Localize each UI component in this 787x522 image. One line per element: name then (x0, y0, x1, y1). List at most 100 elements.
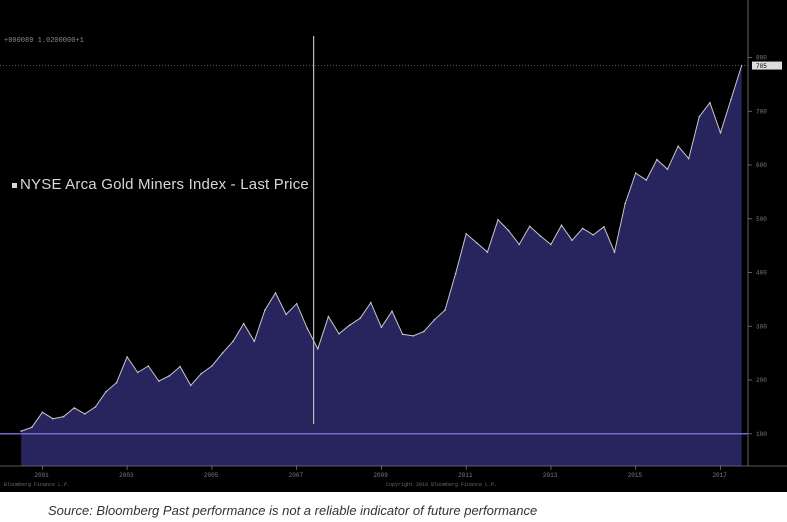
data-point (115, 381, 118, 384)
y-tick-label: 700 (756, 108, 767, 115)
x-tick-label: 2013 (543, 472, 558, 479)
data-point (168, 374, 171, 377)
data-point (444, 309, 446, 311)
data-point (613, 251, 616, 253)
data-point (189, 384, 192, 387)
legend: NYSE Arca Gold Miners Index - Last Price (12, 176, 309, 193)
data-point (528, 225, 531, 228)
source-note: Source: Bloomberg Past performance is no… (48, 503, 538, 518)
data-point (62, 415, 65, 418)
legend-marker-icon (12, 182, 17, 188)
data-point (391, 310, 393, 313)
footer-left-text: Bloomberg Finance L.P. (4, 482, 71, 488)
header-info: +000089 1.0200000+1 (4, 37, 84, 45)
data-point (645, 179, 648, 181)
data-point (476, 242, 478, 244)
data-point (730, 98, 732, 101)
x-tick-label: 2005 (204, 472, 219, 479)
data-point (401, 333, 404, 336)
data-point (560, 224, 563, 226)
data-point (539, 235, 542, 237)
data-point (486, 251, 489, 253)
data-point (211, 365, 213, 367)
data-point (179, 365, 181, 368)
x-tick-label: 2007 (289, 472, 304, 479)
y-tick-label: 300 (756, 323, 767, 330)
data-point (454, 272, 457, 275)
y-tick-label: 500 (756, 216, 767, 223)
data-point (73, 407, 75, 409)
data-point (232, 340, 234, 343)
y-tick-label: 600 (756, 162, 767, 169)
data-point (200, 372, 203, 375)
data-point (306, 327, 309, 330)
data-point (359, 317, 362, 320)
x-tick-label: 2009 (373, 472, 388, 479)
last-value-box (752, 61, 782, 70)
data-point (518, 243, 520, 246)
legend-label: NYSE Arca Gold Miners Index - Last Price (20, 176, 309, 193)
data-point (507, 229, 510, 232)
y-tick-label: 800 (756, 55, 767, 62)
x-tick-label: 2001 (34, 472, 49, 479)
data-point (581, 227, 584, 230)
data-point (370, 301, 372, 304)
data-point (719, 132, 722, 134)
data-point (242, 322, 245, 325)
data-point (666, 168, 669, 171)
area-layer (20, 64, 743, 466)
data-point (709, 101, 711, 104)
data-point (253, 340, 256, 343)
data-point (412, 335, 415, 337)
data-point (136, 371, 139, 374)
data-point (84, 413, 86, 415)
data-point (317, 348, 319, 350)
data-point (380, 326, 383, 329)
data-point (264, 309, 266, 311)
y-tick-label: 400 (756, 270, 767, 277)
x-tick-label: 2011 (458, 472, 473, 479)
data-point (497, 219, 499, 221)
data-point (41, 411, 44, 414)
data-point (603, 226, 605, 228)
y-tick-label: 100 (756, 431, 767, 438)
data-point (624, 202, 626, 205)
data-point (158, 380, 160, 382)
data-point (285, 313, 287, 316)
data-point (327, 315, 330, 318)
data-point (571, 239, 573, 242)
data-point (348, 324, 351, 327)
data-point (105, 391, 107, 393)
data-point (52, 417, 54, 420)
data-point (274, 292, 277, 294)
footer-center-text: Copyright 2018 Bloomberg Finance L.P. (386, 482, 498, 488)
data-point (126, 356, 128, 358)
series-area (21, 65, 742, 466)
data-point (423, 330, 425, 333)
data-point (221, 352, 224, 354)
data-point (592, 234, 595, 236)
data-point (550, 243, 552, 246)
footer-strip: Bloomberg Finance L.P. Copyright 2018 Bl… (0, 480, 787, 492)
x-tick-label: 2017 (712, 472, 727, 479)
x-tick-label: 2015 (628, 472, 643, 479)
y-tick-label: 200 (756, 377, 767, 384)
data-point (677, 145, 679, 147)
data-point (433, 319, 436, 321)
data-point (295, 302, 298, 305)
data-point (698, 115, 701, 118)
data-point (634, 172, 637, 174)
last-value-label: 785 (756, 63, 767, 70)
data-point (338, 333, 340, 335)
data-point (687, 157, 690, 160)
data-point (656, 158, 658, 161)
data-point (20, 430, 23, 432)
chart-area: 100 200 300 400 500 600 700 800 785 2001 2003 2005 2… (0, 0, 787, 492)
data-point (31, 426, 33, 429)
x-tick-label: 2003 (119, 472, 134, 479)
data-point (94, 406, 97, 408)
data-point (465, 233, 468, 235)
data-point (147, 365, 150, 367)
